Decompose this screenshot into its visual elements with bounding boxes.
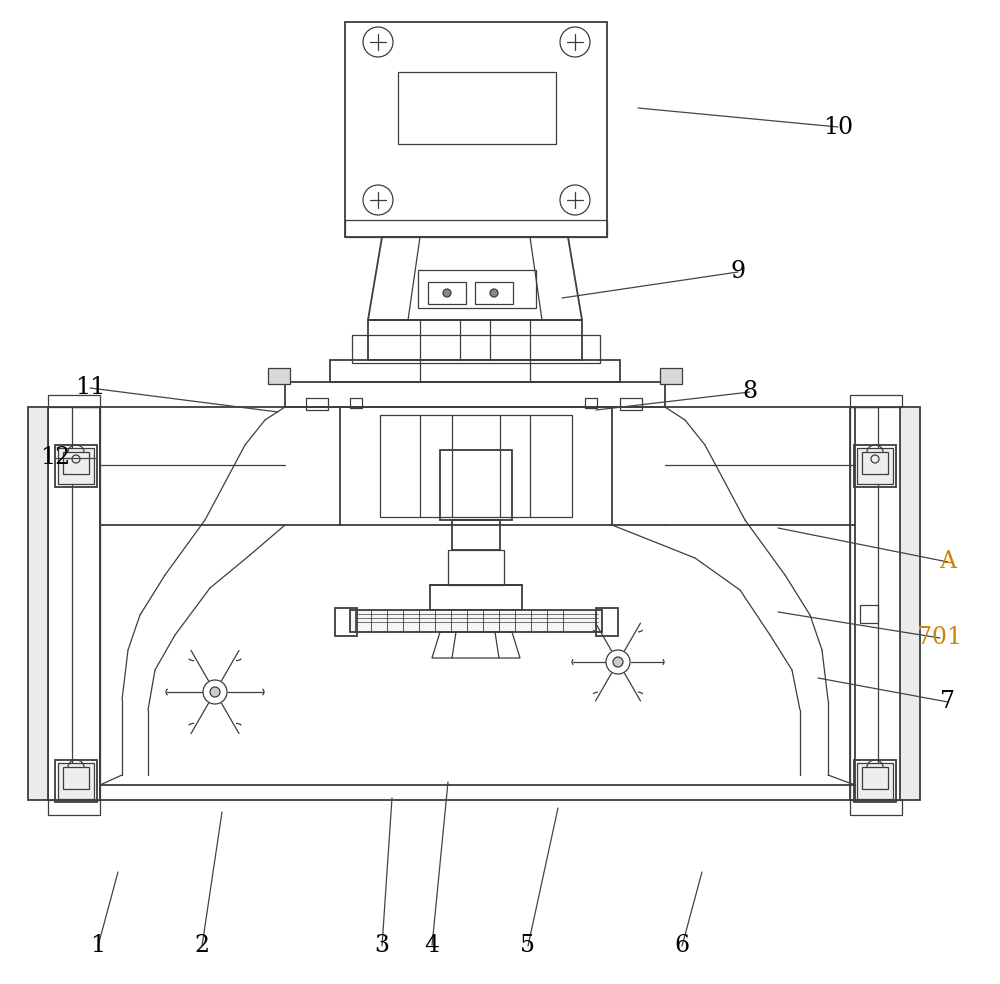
Bar xyxy=(430,585,522,610)
Bar xyxy=(860,605,878,623)
Bar xyxy=(345,22,607,237)
Bar xyxy=(330,360,620,382)
Bar xyxy=(63,767,89,789)
Bar xyxy=(850,395,902,407)
Bar xyxy=(380,415,572,517)
Bar xyxy=(398,72,556,144)
Circle shape xyxy=(613,657,623,667)
Bar xyxy=(48,407,100,800)
Circle shape xyxy=(490,289,498,297)
Bar xyxy=(660,368,682,384)
Text: 9: 9 xyxy=(730,261,746,283)
Text: 4: 4 xyxy=(424,935,440,957)
Text: 3: 3 xyxy=(374,935,390,957)
Bar xyxy=(850,800,902,815)
Text: 2: 2 xyxy=(194,935,210,957)
Bar xyxy=(350,398,362,408)
Bar xyxy=(475,282,513,304)
Text: A: A xyxy=(940,550,956,574)
Circle shape xyxy=(203,680,227,704)
Text: 10: 10 xyxy=(823,115,853,139)
Bar xyxy=(268,368,290,384)
Text: 8: 8 xyxy=(742,381,758,403)
Text: 701: 701 xyxy=(917,627,963,649)
Bar xyxy=(585,398,597,408)
Bar xyxy=(352,335,600,363)
Bar xyxy=(340,407,612,525)
Circle shape xyxy=(210,687,220,697)
Bar xyxy=(596,608,618,636)
Circle shape xyxy=(606,650,630,674)
Text: 1: 1 xyxy=(90,935,106,957)
Bar xyxy=(850,407,902,800)
Bar xyxy=(857,448,893,484)
Bar xyxy=(368,320,582,360)
Bar xyxy=(48,800,100,815)
Bar xyxy=(850,407,878,800)
Bar xyxy=(854,445,896,487)
Bar xyxy=(63,452,89,474)
Bar xyxy=(55,760,97,802)
Bar xyxy=(58,448,94,484)
Bar xyxy=(306,398,328,410)
Bar xyxy=(857,763,893,799)
Bar xyxy=(428,282,466,304)
Bar xyxy=(48,395,100,407)
Bar xyxy=(55,445,97,487)
Text: 12: 12 xyxy=(40,447,70,469)
Bar xyxy=(335,608,357,636)
Bar xyxy=(28,407,48,800)
Bar xyxy=(440,450,512,520)
Bar xyxy=(900,407,920,800)
Text: 6: 6 xyxy=(674,935,690,957)
Bar xyxy=(418,270,536,308)
Bar xyxy=(620,398,642,410)
Bar xyxy=(862,767,888,789)
Text: 7: 7 xyxy=(940,691,956,713)
Bar xyxy=(350,610,602,632)
Bar xyxy=(452,520,500,550)
Bar xyxy=(854,760,896,802)
Bar xyxy=(285,382,665,407)
Bar xyxy=(58,763,94,799)
Circle shape xyxy=(443,289,451,297)
Bar xyxy=(862,452,888,474)
Bar xyxy=(72,407,100,800)
Text: 5: 5 xyxy=(520,935,536,957)
Text: 11: 11 xyxy=(75,377,105,400)
Bar xyxy=(345,220,607,237)
Bar xyxy=(448,550,504,585)
